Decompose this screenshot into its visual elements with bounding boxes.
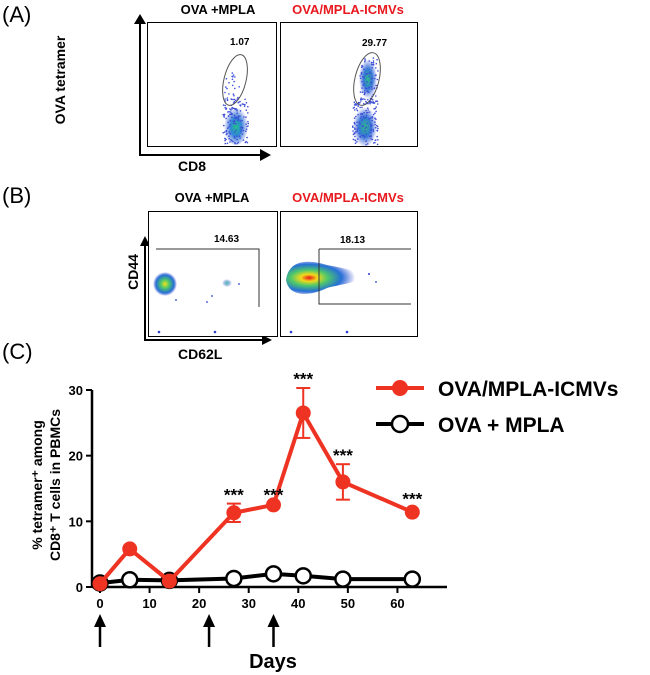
chart-axes: 0 10 20 30 40 50 60 0 10 20 30 bbox=[69, 383, 447, 611]
data-point bbox=[225, 569, 243, 588]
x-tick-label: 60 bbox=[390, 596, 404, 611]
panel-b-right-plot bbox=[280, 211, 418, 337]
significance-annotation: *** bbox=[402, 489, 422, 508]
x-tick-label: 10 bbox=[142, 596, 156, 611]
panel-b-title-right: OVA/MPLA-ICMVs bbox=[292, 190, 404, 205]
data-point bbox=[295, 405, 311, 421]
chart-annotations: *** *** *** *** *** bbox=[224, 370, 423, 509]
data-point bbox=[120, 571, 139, 589]
panel-a-axes bbox=[134, 14, 271, 161]
panel-b-right-density bbox=[286, 248, 411, 334]
legend-label-mpla: OVA + MPLA bbox=[438, 414, 565, 437]
legend-marker-mpla bbox=[390, 414, 410, 434]
series-line bbox=[98, 408, 414, 585]
significance-annotation: *** bbox=[224, 485, 244, 504]
data-point bbox=[266, 497, 281, 513]
x-tick-label: 40 bbox=[291, 596, 305, 611]
chart-series bbox=[91, 387, 422, 592]
panel-a-left-scatter bbox=[222, 54, 250, 145]
chart-legend: OVA/MPLA-ICMVs OVA + MPLA bbox=[376, 378, 618, 437]
panel-b-title-left: OVA +MPLA bbox=[174, 190, 250, 205]
panel-a-gate-left: 1.07 bbox=[230, 37, 250, 48]
data-point bbox=[264, 565, 283, 583]
x-tick-label: 30 bbox=[241, 596, 255, 611]
panel-a-left-plot bbox=[147, 22, 277, 147]
immunization-arrows bbox=[94, 614, 280, 647]
data-point bbox=[335, 474, 351, 490]
immunization-arrow-head bbox=[203, 614, 216, 627]
panel-a-title-right: OVA/MPLA-ICMVs bbox=[292, 2, 404, 17]
immunization-arrow-head bbox=[94, 614, 106, 627]
panel-a-ylabel: OVA tetramer bbox=[52, 35, 68, 125]
data-point bbox=[334, 570, 352, 588]
panel-b-xlabel: CD62L bbox=[178, 346, 223, 362]
data-point bbox=[294, 567, 312, 585]
panel-a-right-plot bbox=[280, 22, 418, 147]
panel-a-gate-right: 29.77 bbox=[362, 38, 388, 49]
y-tick-label: 30 bbox=[69, 383, 83, 398]
y-axis-label-line1: % tetramer⁺ among bbox=[29, 420, 45, 550]
x-tick-label: 0 bbox=[96, 596, 103, 611]
y-tick-label: 20 bbox=[69, 449, 83, 464]
data-point bbox=[226, 505, 242, 521]
y-axis-label-line2: CD8⁺ T cells in PBMCs bbox=[47, 409, 63, 561]
panel-a-title-left: OVA +MPLA bbox=[180, 2, 256, 17]
data-point bbox=[404, 504, 420, 520]
panel-a-xlabel: CD8 bbox=[178, 158, 207, 174]
panel-b-left-density bbox=[153, 248, 260, 334]
data-point bbox=[122, 541, 138, 557]
x-tick-label: 20 bbox=[192, 596, 206, 611]
x-axis-label: Days bbox=[249, 651, 297, 673]
panel-b-left-plot bbox=[148, 211, 278, 337]
significance-annotation: *** bbox=[333, 446, 353, 465]
line-chart: % tetramer⁺ among CD8⁺ T cells in PBMCs … bbox=[29, 370, 618, 673]
data-point bbox=[92, 576, 108, 592]
significance-annotation: *** bbox=[293, 370, 313, 389]
y-axis-label: % tetramer⁺ among CD8⁺ T cells in PBMCs bbox=[29, 409, 63, 561]
data-point bbox=[403, 570, 422, 588]
panel-a-right-scatter bbox=[351, 52, 381, 147]
data-point bbox=[161, 573, 177, 589]
panel-b-gate-right: 18.13 bbox=[340, 235, 366, 246]
panel-a-label: (A) bbox=[2, 2, 32, 27]
legend-marker-icmv bbox=[392, 380, 408, 396]
panel-b-axes bbox=[140, 236, 272, 345]
panel-b-label: (B) bbox=[2, 183, 32, 208]
panel-b-gate-left: 14.63 bbox=[214, 234, 240, 245]
y-tick-label: 10 bbox=[69, 514, 83, 529]
panel-c-label: (C) bbox=[2, 339, 33, 364]
series-line bbox=[99, 571, 413, 586]
x-tick-label: 50 bbox=[341, 596, 355, 611]
legend-label-icmv: OVA/MPLA-ICMVs bbox=[438, 378, 618, 401]
significance-annotation: *** bbox=[264, 485, 284, 504]
immunization-arrow-head bbox=[267, 614, 280, 627]
y-tick-label: 0 bbox=[76, 580, 83, 595]
